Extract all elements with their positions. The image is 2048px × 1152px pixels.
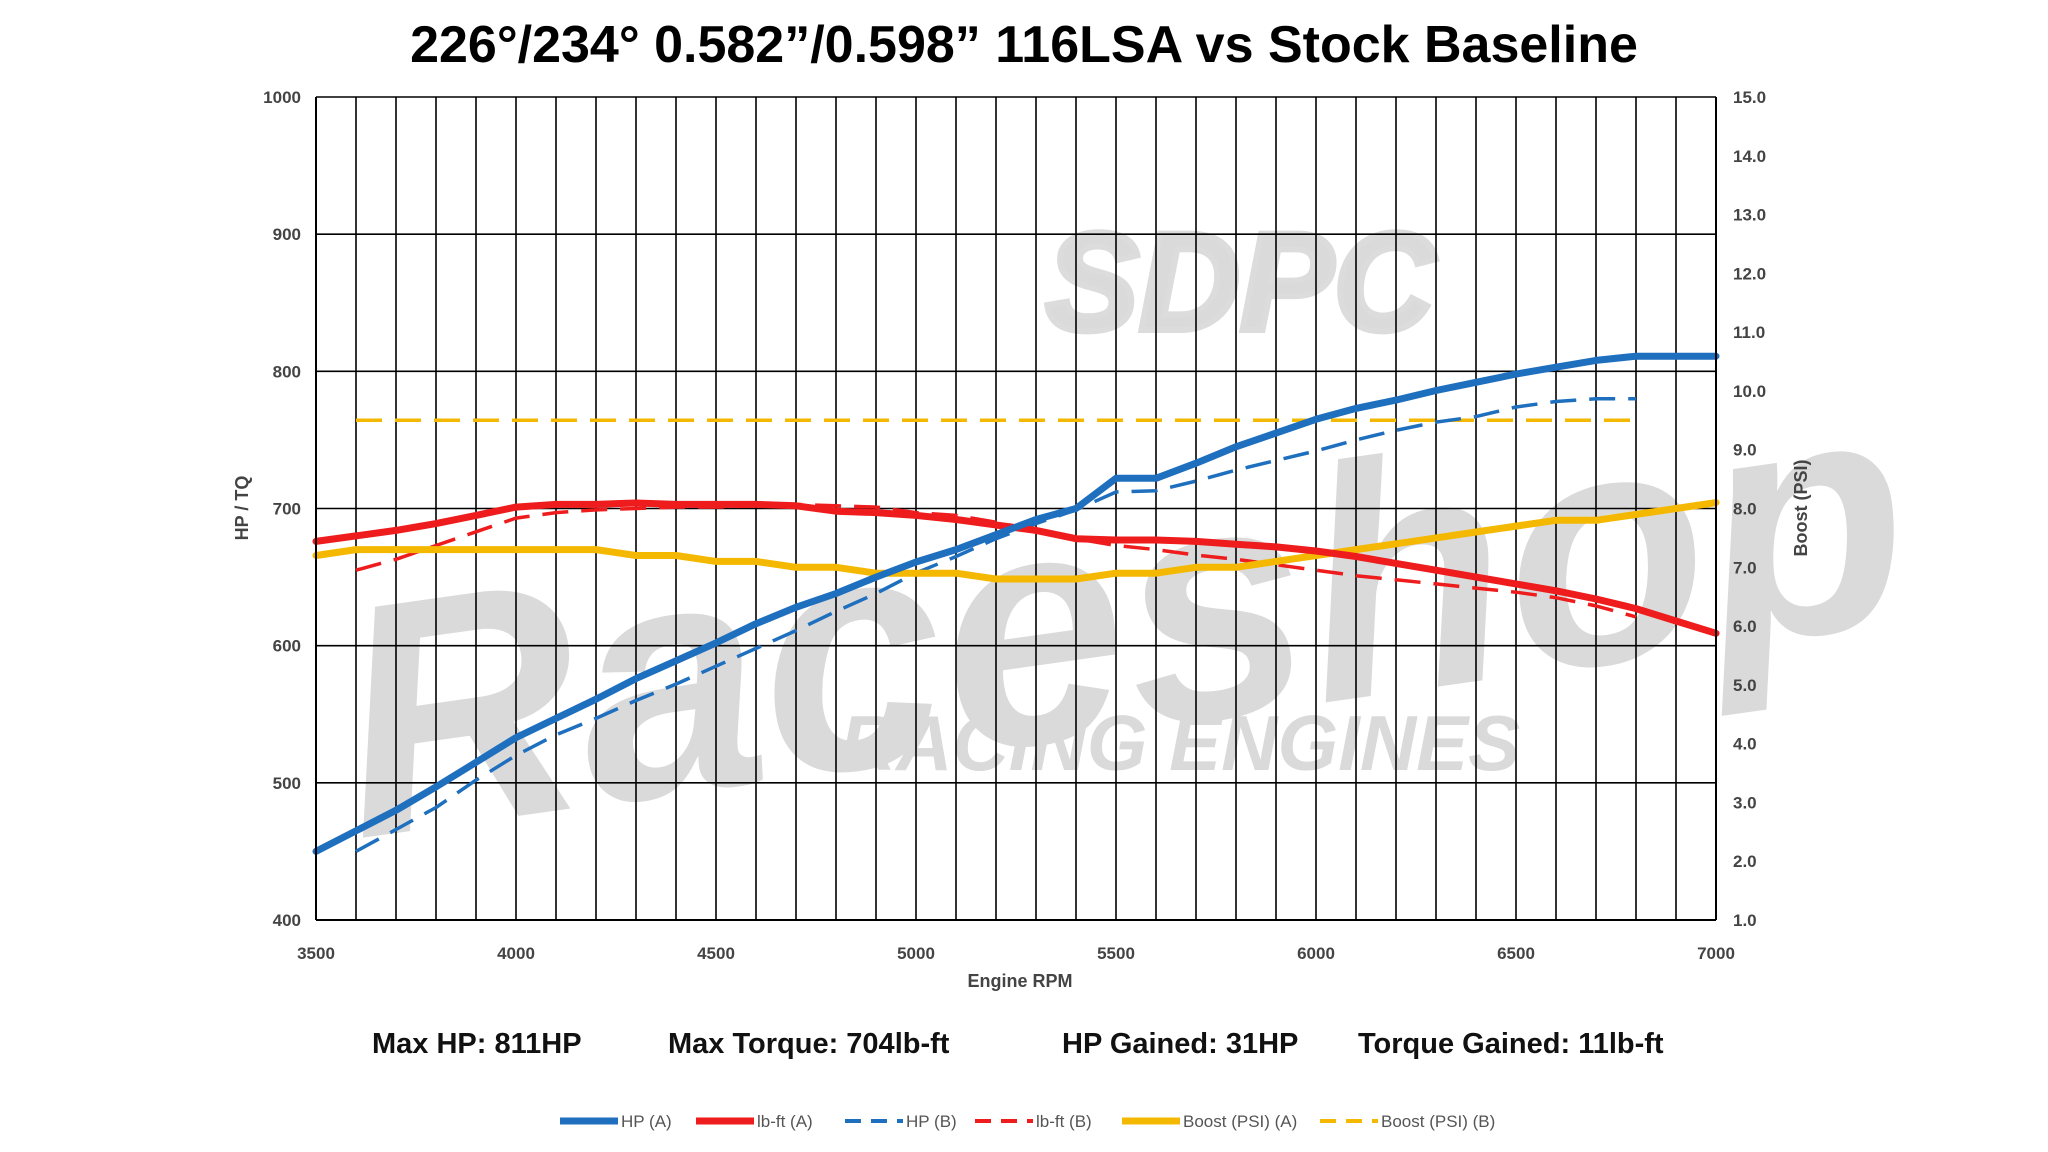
stat-hp-gained: HP Gained: 31HP [1062, 1028, 1298, 1060]
x-tick-label: 3500 [297, 944, 335, 963]
y-axis-label: HP / TQ [232, 476, 252, 541]
watermark-brand-top: SDPC [1046, 203, 1437, 360]
y-tick-label: 1000 [263, 88, 301, 107]
x-tick-label: 4000 [497, 944, 535, 963]
y2-tick-label: 8.0 [1733, 500, 1757, 519]
y-tick-label: 500 [273, 774, 301, 793]
y-tick-label: 400 [273, 911, 301, 930]
y2-tick-label: 6.0 [1733, 617, 1757, 636]
y2-tick-label: 9.0 [1733, 441, 1757, 460]
x-tick-label: 7000 [1697, 944, 1735, 963]
y-tick-label: 900 [273, 225, 301, 244]
watermark-logo: SDPC Raceshop RACING ENGINES [316, 200, 1929, 910]
y2-tick-label: 2.0 [1733, 852, 1757, 871]
y2-tick-label: 11.0 [1733, 323, 1765, 342]
y2-tick-label: 15.0 [1733, 88, 1766, 107]
legend-label: lb-ft (B) [1036, 1112, 1092, 1131]
x-tick-label: 5500 [1097, 944, 1135, 963]
x-tick-label: 6000 [1297, 944, 1335, 963]
y-tick-label: 700 [273, 500, 301, 519]
stat-torque-gained: Torque Gained: 11lb-ft [1358, 1028, 1664, 1060]
legend-label: HP (B) [906, 1112, 957, 1131]
y2-tick-label: 12.0 [1733, 264, 1766, 283]
series-line-boost-psi-a [312, 499, 1720, 583]
y2-tick-label: 7.0 [1733, 558, 1757, 577]
y2-tick-label: 1.0 [1733, 911, 1757, 930]
x-axis-label: Engine RPM [967, 971, 1072, 991]
y-tick-label: 800 [273, 362, 301, 381]
legend-label: Boost (PSI) (A) [1183, 1112, 1297, 1131]
legend-label: HP (A) [621, 1112, 672, 1131]
y2-tick-label: 4.0 [1733, 735, 1757, 754]
y2-tick-label: 10.0 [1733, 382, 1766, 401]
x-tick-label: 6500 [1497, 944, 1535, 963]
watermark-brand-sub: RACING ENGINES [840, 699, 1520, 787]
axes: 3500 4000 4500 5000 5500 6000 6500 7000 400 500 60… [263, 88, 1766, 963]
x-tick-label: 5000 [897, 944, 935, 963]
y2-axis-label: Boost (PSI) [1791, 459, 1811, 556]
series-line-hp-a [312, 352, 1720, 855]
watermark-brand-main: Raceshop [316, 323, 1929, 910]
legend-label: lb-ft (A) [757, 1112, 813, 1131]
series-layer [312, 352, 1720, 855]
y-tick-label: 600 [273, 637, 301, 656]
y2-tick-label: 3.0 [1733, 793, 1757, 812]
series-line-hp-b [355, 397, 1636, 853]
y2-tick-label: 14.0 [1733, 147, 1766, 166]
stat-max-torque: Max Torque: 704lb-ft [668, 1028, 950, 1060]
legend-label: Boost (PSI) (B) [1381, 1112, 1495, 1131]
x-tick-label: 4500 [697, 944, 735, 963]
y2-tick-label: 5.0 [1733, 676, 1757, 695]
chart-title: 226°/234° 0.582”/0.598” 116LSA vs Stock … [410, 16, 1638, 74]
stat-max-hp: Max HP: 811HP [372, 1028, 582, 1060]
stats-row: Max HP: 811HP Max Torque: 704lb-ft HP Ga… [372, 1028, 1664, 1060]
legend: HP (A) lb-ft (A) HP (B) lb-ft (B) Boost (PSI… [560, 1112, 1495, 1131]
y2-tick-label: 13.0 [1733, 206, 1766, 225]
